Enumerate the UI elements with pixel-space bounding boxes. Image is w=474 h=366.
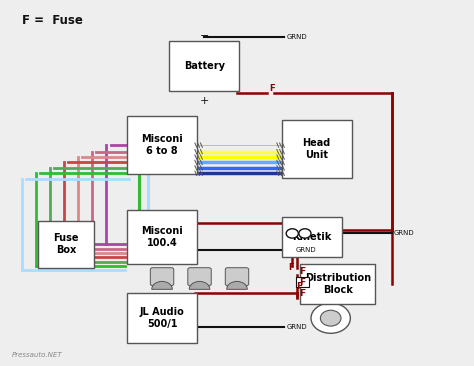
Wedge shape: [227, 281, 247, 290]
FancyBboxPatch shape: [282, 217, 342, 257]
FancyBboxPatch shape: [127, 293, 197, 343]
Text: F: F: [300, 289, 306, 298]
Circle shape: [299, 229, 311, 238]
Text: Kinetik: Kinetik: [292, 232, 332, 242]
Text: Misconi
100.4: Misconi 100.4: [141, 226, 183, 248]
Wedge shape: [189, 281, 210, 290]
Text: Pressauto.NET: Pressauto.NET: [12, 352, 63, 358]
FancyBboxPatch shape: [188, 268, 211, 286]
FancyBboxPatch shape: [296, 277, 309, 287]
Circle shape: [311, 303, 350, 333]
Text: F =  Fuse: F = Fuse: [21, 14, 82, 27]
FancyBboxPatch shape: [38, 221, 94, 268]
Text: Distribution
Block: Distribution Block: [305, 273, 371, 295]
FancyBboxPatch shape: [282, 120, 352, 178]
FancyBboxPatch shape: [169, 41, 239, 91]
Wedge shape: [152, 281, 173, 290]
Text: F: F: [269, 84, 274, 93]
Text: GRND: GRND: [394, 231, 415, 236]
FancyBboxPatch shape: [127, 116, 197, 174]
Text: F: F: [300, 278, 306, 287]
FancyBboxPatch shape: [150, 268, 174, 286]
Text: Head
Unit: Head Unit: [302, 138, 331, 160]
Circle shape: [286, 229, 298, 238]
Text: GRND: GRND: [286, 34, 307, 40]
Text: Fuse
Box: Fuse Box: [53, 234, 79, 255]
Text: F: F: [288, 263, 294, 272]
Text: −: −: [200, 31, 209, 41]
Text: +: +: [200, 97, 209, 107]
FancyBboxPatch shape: [225, 268, 249, 286]
Text: Battery: Battery: [184, 61, 225, 71]
Text: GRND: GRND: [296, 247, 316, 253]
Circle shape: [320, 310, 341, 326]
Text: GRND: GRND: [286, 324, 307, 330]
Text: F: F: [300, 267, 306, 276]
Text: F: F: [296, 282, 302, 291]
Text: JL Audio
500/1: JL Audio 500/1: [140, 307, 184, 329]
FancyBboxPatch shape: [300, 264, 375, 304]
FancyBboxPatch shape: [127, 210, 197, 264]
Text: Misconi
6 to 8: Misconi 6 to 8: [141, 134, 183, 156]
